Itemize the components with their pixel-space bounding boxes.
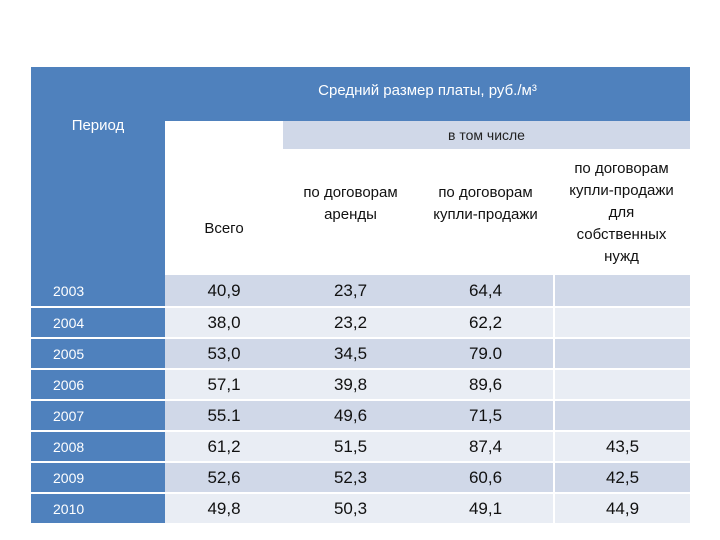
rent-cell: 34,5 <box>283 339 418 368</box>
col-header-rent: по договорам аренды <box>303 184 398 223</box>
including-label: в том числе <box>283 121 690 149</box>
year-cell: 2004 <box>31 308 165 337</box>
total-cell: 61,2 <box>165 432 283 461</box>
col-header-total: Всего <box>165 149 283 275</box>
payment-table: Период Средний размер платы, руб./м³ в т… <box>31 67 690 523</box>
rent-cell: 51,5 <box>283 432 418 461</box>
table-header: Период Средний размер платы, руб./м³ в т… <box>31 67 690 275</box>
own-needs-cell <box>553 308 690 337</box>
rent-cell: 49,6 <box>283 401 418 430</box>
year-cell: 2010 <box>31 494 165 523</box>
own-needs-cell: 43,5 <box>553 432 690 461</box>
table-title: Средний размер платы, руб./м³ <box>165 67 690 121</box>
total-cell: 55.1 <box>165 401 283 430</box>
rent-cell: 39,8 <box>283 370 418 399</box>
year-cell: 2003 <box>31 275 165 306</box>
table-row: 2009 52,6 52,3 60,6 42,5 <box>31 461 690 492</box>
sale-cell: 64,4 <box>418 275 553 306</box>
table-body: 2003 40,9 23,7 64,4 2004 38,0 23,2 62,2 … <box>31 275 690 523</box>
table-row: 2010 49,8 50,3 49,1 44,9 <box>31 492 690 523</box>
sale-cell: 62,2 <box>418 308 553 337</box>
total-cell: 53,0 <box>165 339 283 368</box>
period-label: Период <box>71 117 125 134</box>
total-cell: 52,6 <box>165 463 283 492</box>
period-header-cell: Период <box>31 67 165 275</box>
table-row: 2005 53,0 34,5 79.0 <box>31 337 690 368</box>
sale-cell: 89,6 <box>418 370 553 399</box>
own-needs-cell <box>553 370 690 399</box>
table-row: 2008 61,2 51,5 87,4 43,5 <box>31 430 690 461</box>
own-needs-cell <box>553 401 690 430</box>
own-needs-cell: 42,5 <box>553 463 690 492</box>
table-row: 2006 57,1 39,8 89,6 <box>31 368 690 399</box>
total-cell: 38,0 <box>165 308 283 337</box>
year-cell: 2006 <box>31 370 165 399</box>
sale-cell: 79.0 <box>418 339 553 368</box>
table-row: 2004 38,0 23,2 62,2 <box>31 306 690 337</box>
rent-cell: 50,3 <box>283 494 418 523</box>
col-header-total-text: Всего <box>204 220 244 237</box>
sale-cell: 71,5 <box>418 401 553 430</box>
rent-cell: 23,2 <box>283 308 418 337</box>
col-header-sale: по договорам купли-продажи <box>433 184 538 223</box>
rent-cell: 23,7 <box>283 275 418 306</box>
rent-cell: 52,3 <box>283 463 418 492</box>
col-header-own-needs: по договорам купли-продажи для собственн… <box>569 160 674 265</box>
year-cell: 2007 <box>31 401 165 430</box>
own-needs-cell <box>553 275 690 306</box>
own-needs-cell <box>553 339 690 368</box>
sale-cell: 49,1 <box>418 494 553 523</box>
year-cell: 2008 <box>31 432 165 461</box>
sale-cell: 87,4 <box>418 432 553 461</box>
total-cell: 57,1 <box>165 370 283 399</box>
table-row: 2003 40,9 23,7 64,4 <box>31 275 690 306</box>
total-cell: 40,9 <box>165 275 283 306</box>
year-cell: 2009 <box>31 463 165 492</box>
sale-cell: 60,6 <box>418 463 553 492</box>
table-row: 2007 55.1 49,6 71,5 <box>31 399 690 430</box>
own-needs-cell: 44,9 <box>553 494 690 523</box>
year-cell: 2005 <box>31 339 165 368</box>
total-cell: 49,8 <box>165 494 283 523</box>
